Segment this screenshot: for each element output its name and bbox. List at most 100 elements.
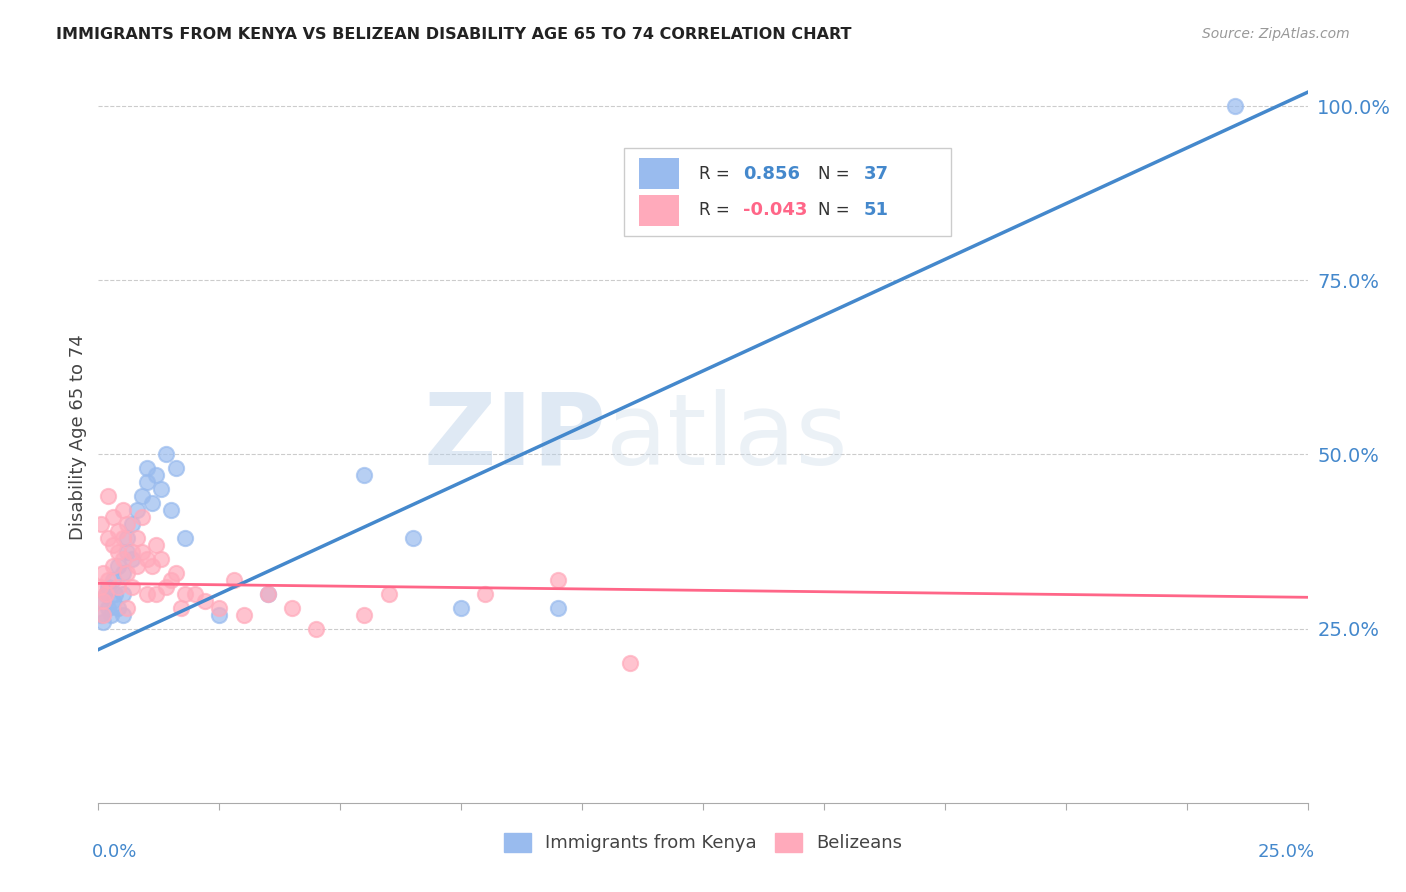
Point	[94, 587, 117, 601]
Point	[353, 607, 375, 622]
Legend: Immigrants from Kenya, Belizeans: Immigrants from Kenya, Belizeans	[496, 826, 910, 860]
Point	[111, 566, 134, 580]
Point	[141, 496, 163, 510]
Point	[94, 587, 117, 601]
Point	[107, 524, 129, 538]
Point	[111, 552, 134, 566]
Point	[160, 573, 183, 587]
Point	[127, 558, 149, 573]
Point	[281, 600, 304, 615]
Y-axis label: Disability Age 65 to 74: Disability Age 65 to 74	[69, 334, 87, 540]
Point	[150, 552, 173, 566]
Text: R =: R =	[699, 202, 735, 219]
Point	[121, 545, 143, 559]
Point	[111, 587, 134, 601]
Point	[127, 531, 149, 545]
Point	[107, 580, 129, 594]
Point	[91, 566, 114, 580]
Text: Source: ZipAtlas.com: Source: ZipAtlas.com	[1202, 27, 1350, 41]
Point	[208, 600, 231, 615]
FancyBboxPatch shape	[638, 195, 679, 226]
Point	[256, 587, 278, 601]
Point	[91, 594, 114, 608]
Point	[131, 489, 153, 503]
Point	[117, 566, 139, 580]
Point	[141, 558, 163, 573]
Point	[150, 483, 173, 497]
Point	[222, 573, 245, 587]
Point	[135, 461, 157, 475]
Point	[256, 587, 278, 601]
Point	[174, 587, 197, 601]
Point	[174, 531, 197, 545]
Point	[97, 600, 120, 615]
Text: ZIP: ZIP	[423, 389, 606, 485]
Text: 0.856: 0.856	[742, 165, 800, 183]
Point	[97, 489, 120, 503]
Point	[353, 468, 375, 483]
Point	[232, 607, 254, 622]
Point	[127, 503, 149, 517]
FancyBboxPatch shape	[624, 148, 950, 235]
Point	[107, 600, 129, 615]
Point	[111, 503, 134, 517]
Point	[91, 615, 114, 629]
Point	[101, 538, 124, 552]
Point	[131, 545, 153, 559]
Text: 0.0%: 0.0%	[91, 843, 136, 861]
Point	[547, 573, 569, 587]
Point	[135, 475, 157, 490]
Point	[155, 448, 177, 462]
Point	[91, 607, 114, 622]
Point	[131, 510, 153, 524]
Point	[194, 594, 217, 608]
Point	[101, 510, 124, 524]
Point	[101, 594, 124, 608]
Point	[111, 531, 134, 545]
FancyBboxPatch shape	[638, 159, 679, 189]
Point	[111, 607, 134, 622]
Point	[90, 517, 112, 532]
Point	[117, 545, 139, 559]
Point	[305, 622, 328, 636]
Point	[107, 545, 129, 559]
Point	[107, 558, 129, 573]
Point	[117, 531, 139, 545]
Text: 25.0%: 25.0%	[1257, 843, 1315, 861]
Text: atlas: atlas	[606, 389, 848, 485]
Text: 51: 51	[863, 202, 889, 219]
Point	[1223, 99, 1246, 113]
Point	[547, 600, 569, 615]
Point	[135, 552, 157, 566]
Point	[474, 587, 496, 601]
Point	[121, 552, 143, 566]
Text: -0.043: -0.043	[742, 202, 807, 219]
Point	[169, 600, 191, 615]
Point	[101, 558, 124, 573]
Point	[619, 657, 641, 671]
Point	[165, 566, 187, 580]
Point	[165, 461, 187, 475]
Text: IMMIGRANTS FROM KENYA VS BELIZEAN DISABILITY AGE 65 TO 74 CORRELATION CHART: IMMIGRANTS FROM KENYA VS BELIZEAN DISABI…	[56, 27, 852, 42]
Point	[145, 538, 167, 552]
Text: 37: 37	[863, 165, 889, 183]
Point	[97, 531, 120, 545]
Point	[135, 587, 157, 601]
Point	[155, 580, 177, 594]
Point	[97, 573, 120, 587]
Point	[90, 607, 112, 622]
Point	[117, 517, 139, 532]
Point	[121, 517, 143, 532]
Point	[450, 600, 472, 615]
Point	[97, 580, 120, 594]
Point	[104, 587, 127, 601]
Point	[377, 587, 399, 601]
Point	[145, 587, 167, 601]
Point	[117, 600, 139, 615]
Text: R =: R =	[699, 165, 735, 183]
Point	[89, 580, 111, 594]
Point	[402, 531, 425, 545]
Point	[101, 573, 124, 587]
Text: N =: N =	[818, 165, 855, 183]
Point	[184, 587, 207, 601]
